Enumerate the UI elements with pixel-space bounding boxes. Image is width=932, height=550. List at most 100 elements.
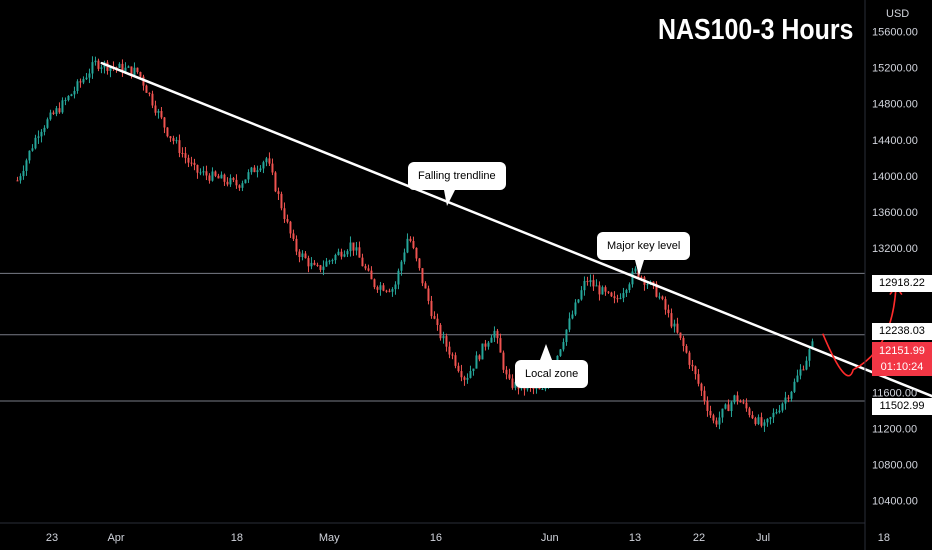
candle-body xyxy=(283,208,286,220)
candle-body xyxy=(793,381,796,392)
candle-body xyxy=(298,251,301,258)
candle-body xyxy=(133,67,136,76)
y-tick-label: 10800.00 xyxy=(872,459,918,471)
major-key-level-label: Major key level xyxy=(597,232,691,276)
candle-body xyxy=(76,81,79,91)
candle-body xyxy=(406,238,409,253)
y-tick-label: 15600.00 xyxy=(872,27,918,39)
major-key-level-text: Major key level xyxy=(607,240,681,252)
candle-body xyxy=(805,360,808,370)
y-axis: 15600.00 15200.00 14800.00 14400.00 14000.00… xyxy=(872,27,918,508)
candle-body xyxy=(388,290,391,292)
candle-body xyxy=(691,364,694,367)
candle-body xyxy=(778,410,781,413)
candle-body xyxy=(184,153,187,158)
candle-body xyxy=(622,293,625,298)
candle-body xyxy=(376,287,379,290)
candle-body xyxy=(64,100,67,102)
candle-body xyxy=(613,296,616,299)
candle-body xyxy=(439,324,442,339)
candle-body xyxy=(715,420,718,425)
candle-body xyxy=(565,329,568,343)
candle-body xyxy=(667,309,670,314)
candle-body xyxy=(241,183,244,188)
candle-body xyxy=(592,280,595,287)
candle-body xyxy=(124,67,127,73)
candle-body xyxy=(55,108,58,114)
x-tick-label: 23 xyxy=(46,532,58,544)
candle-body xyxy=(772,412,775,418)
candle-body xyxy=(811,341,814,350)
candle-body xyxy=(100,67,103,69)
current-price-tag: 12151.99 01:10:24 xyxy=(872,342,932,376)
candle-body xyxy=(670,313,673,327)
candle-body xyxy=(628,284,631,291)
candle-body xyxy=(343,254,346,257)
candle-body xyxy=(442,336,445,339)
candle-body xyxy=(34,137,37,149)
candle-body xyxy=(727,404,730,412)
candle-body xyxy=(619,297,622,299)
candle-body xyxy=(208,175,211,181)
candle-body xyxy=(148,92,151,94)
candle-body xyxy=(94,60,97,63)
y-tick-label: 11600.00 xyxy=(872,387,917,399)
candle-body xyxy=(25,160,28,171)
y-tick-label: 15200.00 xyxy=(872,63,918,75)
candle-body xyxy=(325,261,328,267)
candle-body xyxy=(451,354,454,356)
candle-body xyxy=(316,264,319,266)
candle-body xyxy=(373,279,376,288)
candle-body xyxy=(562,342,565,350)
candle-body xyxy=(43,127,46,132)
candle-body xyxy=(409,238,412,241)
candle-body xyxy=(796,375,799,382)
candle-body xyxy=(337,251,340,256)
candle-body xyxy=(334,255,337,261)
candle-body xyxy=(163,117,166,128)
candle-body xyxy=(313,262,316,265)
candle-body xyxy=(220,174,223,179)
candle-body xyxy=(235,179,238,186)
candle-body xyxy=(382,285,385,291)
candle-body xyxy=(91,62,94,74)
x-tick-label: Apr xyxy=(107,532,124,544)
candle-body xyxy=(202,171,205,173)
candle-body xyxy=(307,258,310,267)
candle-body xyxy=(559,349,562,356)
chart-title: NAS100-3 Hours xyxy=(658,14,854,46)
candle-body xyxy=(799,369,802,376)
candle-body xyxy=(490,337,493,343)
currency-label: USD xyxy=(886,8,910,20)
candle-body xyxy=(265,158,268,163)
candle-body xyxy=(598,285,601,295)
local-zone-text: Local zone xyxy=(525,368,579,380)
candle-body xyxy=(424,283,427,289)
candle-body xyxy=(664,299,667,310)
candle-body xyxy=(787,397,790,399)
candle-body xyxy=(616,298,619,300)
candle-body xyxy=(487,342,490,347)
candle-body xyxy=(496,330,499,339)
candle-body xyxy=(610,292,613,297)
candle-body xyxy=(130,66,133,76)
candle-body xyxy=(568,318,571,330)
candle-body xyxy=(244,179,247,184)
candle-body xyxy=(88,73,91,78)
candle-body xyxy=(175,140,178,142)
candle-body xyxy=(37,136,40,138)
candle-body xyxy=(412,240,415,248)
candle-body xyxy=(682,337,685,347)
candle-body xyxy=(151,93,154,106)
candle-body xyxy=(646,284,649,286)
y-tick-label: 13600.00 xyxy=(872,207,918,219)
candle-body xyxy=(454,355,457,366)
candle-body xyxy=(595,285,598,287)
y-tick-label: 11200.00 xyxy=(872,423,917,435)
candle-body xyxy=(199,172,202,174)
candle-body xyxy=(658,296,661,298)
candle-body xyxy=(586,280,589,283)
candle-body xyxy=(730,402,733,412)
candle-body xyxy=(757,417,760,424)
